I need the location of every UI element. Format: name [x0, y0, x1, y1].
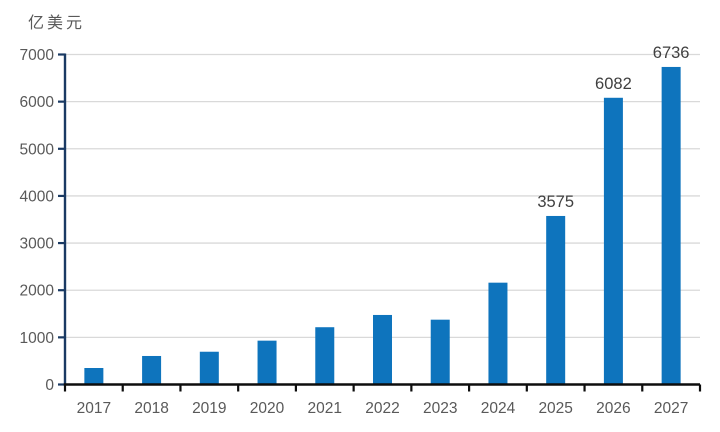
x-category-label-2024: 2024 [481, 400, 516, 417]
bar-2025 [546, 215, 566, 385]
y-axis-unit-label: 亿美元 [28, 13, 86, 32]
y-tick-label-6000: 6000 [20, 94, 55, 111]
x-category-label-2025: 2025 [538, 400, 572, 417]
bar-2022 [373, 314, 392, 385]
y-tick-label-7000: 7000 [20, 47, 55, 64]
bar-2019 [199, 351, 219, 385]
y-tick-label-3000: 3000 [20, 236, 55, 253]
y-tick-label-4000: 4000 [20, 188, 55, 205]
y-tick-label-1000: 1000 [20, 330, 55, 347]
bar-2021 [315, 327, 335, 385]
data-label-2027: 6736 [653, 44, 690, 62]
x-category-label-2027: 2027 [654, 400, 688, 417]
bar-2020 [257, 340, 277, 385]
x-category-label-2022: 2022 [365, 400, 399, 417]
bar-2024 [488, 282, 508, 385]
x-category-label-2020: 2020 [250, 400, 285, 417]
data-label-2026: 6082 [595, 75, 632, 93]
y-tick-label-2000: 2000 [20, 283, 55, 300]
data-label-2025: 3575 [537, 193, 574, 211]
x-category-label-2023: 2023 [423, 400, 457, 417]
y-tick-label-0: 0 [45, 377, 54, 394]
bar-2023 [430, 319, 450, 385]
x-category-label-2021: 2021 [308, 400, 342, 417]
bar-2017 [84, 368, 104, 385]
x-category-label-2018: 2018 [134, 400, 168, 417]
bar-2026 [603, 97, 623, 385]
x-category-label-2026: 2026 [596, 400, 630, 417]
x-category-label-2019: 2019 [192, 400, 226, 417]
y-tick-label-5000: 5000 [20, 141, 55, 158]
bar-2027 [661, 66, 681, 385]
bar-2018 [142, 355, 162, 385]
x-category-label-2017: 2017 [77, 400, 111, 417]
